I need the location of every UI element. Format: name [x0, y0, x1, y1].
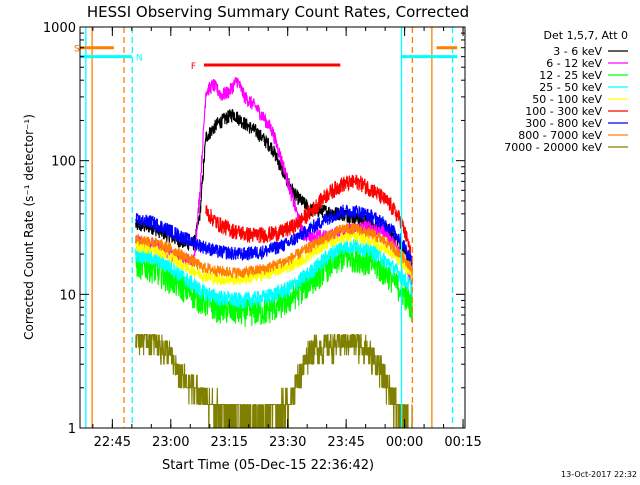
legend-label-0: 3 - 6 keV	[553, 45, 602, 58]
x-tick-label-2: 23:15	[211, 435, 248, 450]
series-line-7	[135, 223, 413, 279]
legend-header: Det 1,5,7, Att 0	[544, 29, 628, 42]
legend-label-2: 12 - 25 keV	[539, 69, 602, 82]
series-line-5	[205, 174, 413, 268]
footer-timestamp: 13-Oct-2017 22:32	[561, 470, 637, 479]
flag-label-1: S	[74, 45, 80, 55]
y-tick-label-2: 100	[51, 155, 76, 170]
y-axis-label: Corrected Count Rate (s⁻¹ detector⁻¹)	[22, 114, 36, 340]
plot-frame	[79, 26, 466, 429]
x-tick-label-5: 00:00	[386, 435, 423, 450]
y-tick-label-1: 10	[59, 288, 76, 303]
flag-label-0: S	[74, 45, 80, 55]
x-tick-label-6: 00:15	[444, 435, 481, 450]
legend-label-8: 7000 - 20000 keV	[504, 141, 602, 154]
legend-label-5: 100 - 300 keV	[525, 105, 602, 118]
flag-label-2: N	[136, 54, 143, 64]
x-tick-label-4: 23:45	[327, 435, 364, 450]
legend-label-7: 800 - 7000 keV	[518, 129, 602, 142]
series-group	[135, 77, 413, 428]
y-tick-label-3: 1000	[43, 21, 76, 36]
flag-label-4: F	[191, 62, 196, 72]
legend-label-3: 25 - 50 keV	[539, 81, 602, 94]
legend-label-4: 50 - 100 keV	[532, 93, 602, 106]
x-tick-label-1: 23:00	[152, 435, 189, 450]
legend-label-6: 300 - 800 keV	[525, 117, 602, 130]
series-line-6	[135, 204, 413, 268]
y-tick-label-0: 1	[68, 422, 76, 437]
x-tick-label-3: 23:30	[269, 435, 306, 450]
x-tick-label-0: 22:45	[94, 435, 131, 450]
series-line-8	[135, 334, 413, 428]
series-line-2	[135, 244, 413, 327]
chart-title: HESSI Observing Summary Count Rates, Cor…	[87, 3, 469, 21]
series-line-3	[135, 238, 413, 310]
x-axis-label: Start Time (05-Dec-15 22:36:42)	[162, 458, 374, 473]
legend-label-1: 6 - 12 keV	[546, 57, 602, 70]
